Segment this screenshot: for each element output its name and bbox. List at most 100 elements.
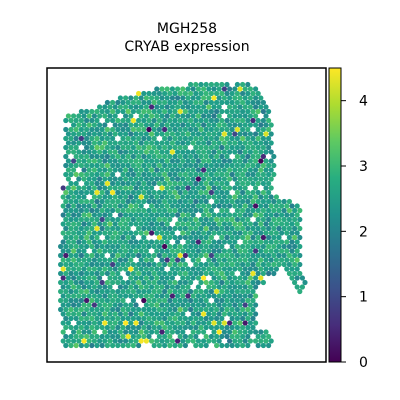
spot <box>224 288 230 295</box>
spot <box>201 86 207 92</box>
spot <box>71 140 77 146</box>
spot <box>250 324 256 331</box>
spot <box>190 311 196 317</box>
spot <box>159 104 165 110</box>
spot <box>117 338 123 344</box>
spot <box>177 261 183 268</box>
spot <box>156 189 162 196</box>
spot <box>154 275 160 281</box>
spot <box>136 153 142 160</box>
spot <box>128 140 134 146</box>
spot <box>177 171 183 178</box>
spot <box>133 140 139 146</box>
spot <box>141 171 147 178</box>
spot <box>182 324 188 331</box>
spot <box>188 198 194 205</box>
spot <box>245 126 251 133</box>
spot <box>91 185 97 191</box>
spot <box>203 198 209 205</box>
spot <box>125 126 131 133</box>
spot <box>206 95 212 101</box>
spot <box>136 279 142 286</box>
spot <box>63 270 69 277</box>
spot <box>65 302 71 308</box>
spot <box>258 194 264 200</box>
spot <box>84 153 90 160</box>
spot <box>177 189 183 196</box>
spot <box>250 261 256 268</box>
spot <box>232 122 238 128</box>
spot <box>182 225 188 232</box>
spot <box>91 194 97 200</box>
spot <box>169 212 175 218</box>
spot <box>214 171 220 178</box>
spot <box>198 324 204 331</box>
spot <box>232 266 238 272</box>
spot <box>216 284 222 290</box>
spot <box>193 144 199 151</box>
spot <box>224 117 230 124</box>
spot <box>247 320 253 326</box>
spot <box>247 131 253 137</box>
spot <box>89 324 95 331</box>
spot <box>89 216 95 223</box>
spot <box>133 131 139 137</box>
spot <box>81 140 87 146</box>
spot <box>216 230 222 236</box>
spot <box>154 194 160 200</box>
spot <box>146 306 152 313</box>
spot <box>294 212 300 218</box>
spot <box>227 275 233 281</box>
spot <box>185 185 191 191</box>
spot <box>206 257 212 263</box>
spot <box>206 194 212 200</box>
spot <box>216 113 222 119</box>
spot <box>182 162 188 169</box>
spot <box>198 117 204 124</box>
spot <box>60 302 66 308</box>
spot <box>65 293 71 299</box>
spot <box>266 144 272 151</box>
spot <box>227 131 233 137</box>
spot <box>84 333 90 340</box>
spot <box>167 342 173 349</box>
spot <box>117 221 123 227</box>
spot <box>182 189 188 196</box>
spot <box>234 189 240 196</box>
spot <box>188 288 194 295</box>
spot <box>151 297 157 304</box>
spot <box>149 95 155 101</box>
spot <box>112 131 118 137</box>
spot <box>63 342 69 349</box>
spot <box>63 315 69 322</box>
spot <box>263 230 269 236</box>
spot <box>227 86 233 92</box>
spot <box>125 315 131 322</box>
spot <box>81 248 87 254</box>
spot <box>203 162 209 169</box>
spot <box>102 104 108 110</box>
spot <box>227 212 233 218</box>
spot <box>253 293 259 299</box>
spot <box>112 158 118 164</box>
spot <box>180 95 186 101</box>
spot <box>242 338 248 344</box>
spot <box>71 329 77 335</box>
spot <box>84 135 90 142</box>
spot <box>143 230 149 236</box>
spot <box>154 266 160 272</box>
spot <box>268 230 274 236</box>
spot <box>130 117 136 124</box>
spot <box>180 185 186 191</box>
spot <box>266 198 272 205</box>
spot <box>214 261 220 268</box>
spot <box>164 275 170 281</box>
spot <box>81 311 87 317</box>
spot <box>151 306 157 313</box>
spot <box>214 225 220 232</box>
spot <box>107 302 113 308</box>
spot <box>255 225 261 232</box>
spot <box>159 212 165 218</box>
spot <box>94 270 100 277</box>
